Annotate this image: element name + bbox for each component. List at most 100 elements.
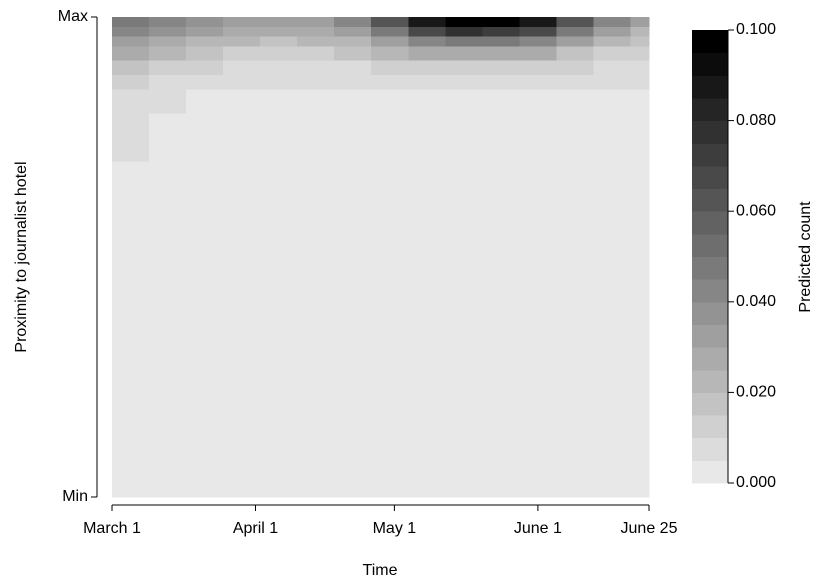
contour-cell [112, 89, 150, 114]
contour-cell [408, 74, 446, 90]
colorbar-band [692, 256, 728, 280]
contour-cell [112, 161, 150, 498]
contour-cell [408, 113, 446, 162]
colorbar-band [692, 415, 728, 439]
contour-cell [445, 26, 483, 37]
x-tick-label: June 1 [514, 520, 562, 537]
contour-cell [334, 45, 372, 61]
y-tick-label: Min [62, 488, 88, 505]
contour-cell [482, 26, 520, 37]
contour-cell [482, 17, 520, 28]
contour-cell [593, 74, 631, 90]
contour-cell [630, 60, 650, 76]
contour-cell [630, 161, 650, 498]
contour-cell [371, 161, 409, 498]
contour-cell [482, 74, 520, 90]
contour-cell [408, 26, 446, 37]
contour-cell [556, 26, 594, 37]
contour-cell [519, 74, 557, 90]
contour-cell [149, 36, 187, 47]
contour-cell [556, 60, 594, 76]
contour-cell [260, 113, 298, 162]
colorbar-band [692, 347, 728, 371]
contour-cell [112, 45, 150, 61]
contour-cell [519, 17, 557, 28]
contour-cell [519, 60, 557, 76]
contour-cell [445, 60, 483, 76]
contour-cell [371, 17, 409, 28]
contour-cell [593, 161, 631, 498]
colorbar-band [692, 211, 728, 235]
contour-cell [223, 45, 261, 61]
contour-cell [371, 45, 409, 61]
contour-cell [112, 60, 150, 76]
contour-cell [334, 17, 372, 28]
colorbar-band [692, 324, 728, 348]
colorbar-tick-label: 0.080 [736, 112, 776, 129]
colorbar-band [692, 392, 728, 416]
contour-cell [630, 17, 650, 28]
contour-cell [630, 45, 650, 61]
colorbar-band [692, 75, 728, 99]
colorbar-band [692, 369, 728, 393]
contour-cell [445, 45, 483, 61]
contour-cell [593, 113, 631, 162]
contour-cell [186, 113, 224, 162]
contour-cell [445, 74, 483, 90]
contour-cell [297, 17, 335, 28]
contour-cell [408, 36, 446, 47]
contour-cell [593, 17, 631, 28]
contour-cell [519, 89, 557, 114]
contour-cell [482, 89, 520, 114]
contour-cell [482, 161, 520, 498]
contour-cell [297, 60, 335, 76]
colorbar-band [692, 279, 728, 303]
contour-cell [445, 161, 483, 498]
colorbar-tick-label: 0.060 [736, 202, 776, 219]
contour-cell [149, 60, 187, 76]
contour-cell [186, 26, 224, 37]
contour-cell [297, 161, 335, 498]
contour-cell [482, 36, 520, 47]
contour-cell [112, 113, 150, 162]
colorbar-band [692, 188, 728, 212]
contour-cell [556, 89, 594, 114]
contour-cell [223, 113, 261, 162]
contour-cell [371, 60, 409, 76]
contour-cell [593, 89, 631, 114]
contour-cell [445, 89, 483, 114]
x-tick-label: April 1 [233, 520, 278, 537]
contour-cell [482, 60, 520, 76]
contour-cell [334, 26, 372, 37]
contour-cell [371, 89, 409, 114]
contour-cell [149, 113, 187, 162]
contour-cell [408, 161, 446, 498]
x-tick-label: May 1 [373, 520, 417, 537]
contour-cell [186, 74, 224, 90]
contour-cell [334, 89, 372, 114]
contour-cell [630, 36, 650, 47]
contour-cell [630, 26, 650, 37]
contour-cell [186, 45, 224, 61]
colorbar-tick-label: 0.020 [736, 384, 776, 401]
contour-cell [260, 74, 298, 90]
contour-cell [556, 17, 594, 28]
colorbar-band [692, 437, 728, 461]
contour-cell [112, 36, 150, 47]
contour-cell [519, 45, 557, 61]
contour-cell [519, 36, 557, 47]
colorbar-band [692, 52, 728, 76]
contour-cell [260, 36, 298, 47]
contour-cell [260, 161, 298, 498]
contour-cell [334, 60, 372, 76]
contour-cell [149, 89, 187, 114]
contour-cell [334, 36, 372, 47]
contour-cell [149, 161, 187, 498]
contour-cell [297, 113, 335, 162]
contour-cell [482, 45, 520, 61]
contour-cell [223, 161, 261, 498]
x-tick-label: March 1 [83, 520, 141, 537]
contour-cell [519, 26, 557, 37]
contour-cell [223, 74, 261, 90]
